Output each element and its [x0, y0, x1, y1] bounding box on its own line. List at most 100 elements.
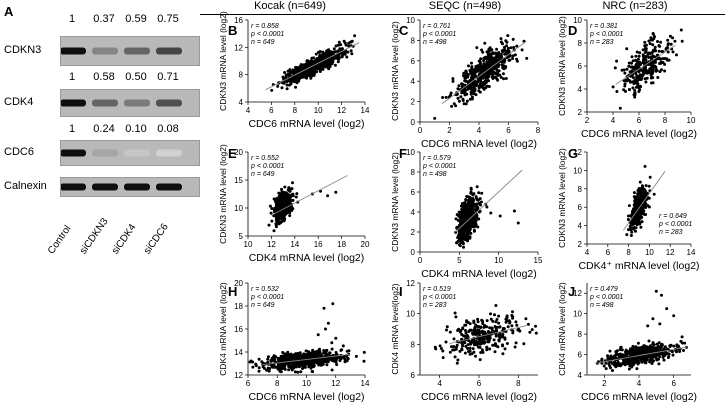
data-point — [303, 63, 307, 67]
data-point — [487, 85, 491, 88]
data-point — [485, 60, 489, 64]
data-point — [647, 55, 651, 59]
data-point — [320, 55, 324, 59]
data-point — [438, 344, 442, 348]
data-point — [501, 333, 505, 336]
column-header-nrc: NRC (n=283) — [602, 0, 668, 12]
data-point — [283, 195, 287, 198]
correlation-stat: p < 0.0001 — [422, 163, 456, 170]
data-point — [470, 68, 474, 72]
x-tick-label: 15 — [534, 256, 543, 265]
data-point — [636, 74, 640, 78]
data-point — [615, 90, 619, 93]
data-point — [335, 363, 339, 367]
data-point — [639, 78, 643, 81]
data-point — [463, 237, 467, 241]
data-point — [651, 43, 655, 47]
data-point — [304, 349, 308, 353]
x-tick-label: 4 — [437, 379, 442, 388]
data-point — [680, 39, 684, 43]
data-point — [666, 42, 670, 46]
data-point — [320, 363, 323, 367]
data-point — [614, 362, 618, 366]
data-point — [454, 217, 458, 221]
data-point — [460, 333, 464, 336]
data-point — [471, 338, 474, 342]
data-point — [480, 336, 484, 340]
data-point — [634, 359, 638, 363]
data-point — [487, 340, 491, 344]
data-point — [319, 58, 323, 62]
panel-label-e: E — [228, 146, 237, 161]
y-tick-label: 10 — [234, 204, 243, 213]
data-point — [458, 349, 462, 353]
data-point — [658, 44, 662, 48]
data-point — [289, 81, 293, 85]
data-point — [511, 37, 515, 41]
data-point — [326, 357, 330, 361]
data-point — [347, 44, 351, 48]
data-point — [474, 74, 478, 78]
data-point — [637, 187, 641, 190]
data-point — [280, 86, 284, 90]
data-point — [666, 58, 670, 62]
data-point — [650, 51, 654, 55]
data-point — [465, 319, 469, 323]
correlation-stat: n = 649 — [251, 302, 275, 309]
data-point — [638, 51, 642, 55]
data-point — [473, 342, 477, 346]
data-point — [310, 56, 314, 60]
data-point — [340, 348, 344, 352]
data-point — [673, 39, 677, 43]
data-point — [493, 325, 497, 328]
data-point — [663, 69, 667, 73]
data-point — [346, 50, 350, 54]
x-axis-label: CDK4⁺ mRNA level (log2) — [578, 260, 699, 272]
y-axis-label: CDKN3 mRNA level (log2) — [218, 144, 228, 244]
data-point — [284, 76, 288, 80]
data-point — [478, 346, 482, 349]
data-point — [251, 360, 255, 364]
data-point — [479, 338, 483, 342]
data-point — [636, 193, 640, 197]
data-point — [654, 60, 657, 64]
data-point — [654, 353, 658, 356]
blot-row-label: CDC6 — [4, 146, 34, 158]
data-point — [301, 67, 305, 71]
data-point — [628, 88, 631, 92]
data-point — [636, 221, 640, 225]
data-point — [261, 365, 265, 369]
data-point — [641, 359, 645, 363]
data-point — [634, 58, 637, 62]
data-point — [464, 331, 468, 335]
y-tick-label: 5 — [239, 232, 244, 241]
data-point — [453, 355, 457, 359]
data-point — [277, 191, 281, 195]
data-point — [476, 198, 480, 202]
data-point — [488, 46, 492, 50]
data-point — [318, 50, 322, 53]
correlation-stat: r = 0.381 — [590, 23, 618, 30]
data-point — [282, 81, 286, 85]
x-tick-label: 6 — [606, 248, 611, 257]
western-blot-panel: A CDKN3 1 0.37 0.59 0.75 CDK4 1 0.58 0.50 0.71 CDC… — [0, 0, 205, 417]
data-point — [295, 81, 299, 85]
data-point — [657, 357, 661, 361]
y-axis-label: CDKN3 mRNA level (log2) — [557, 148, 567, 248]
y-tick-label: 8 — [411, 168, 416, 177]
data-point — [675, 53, 678, 57]
data-point — [631, 59, 635, 63]
x-tick-label: 4 — [585, 248, 590, 257]
data-point — [668, 34, 672, 38]
data-point — [267, 223, 271, 227]
x-tick-label: 6 — [269, 106, 274, 115]
data-point — [362, 359, 366, 363]
x-tick-label: 2 — [585, 116, 590, 125]
data-point — [344, 43, 348, 47]
data-point — [457, 229, 461, 233]
blot-band — [156, 99, 182, 107]
data-point — [510, 313, 514, 317]
data-point — [445, 328, 448, 332]
data-point — [635, 79, 639, 83]
